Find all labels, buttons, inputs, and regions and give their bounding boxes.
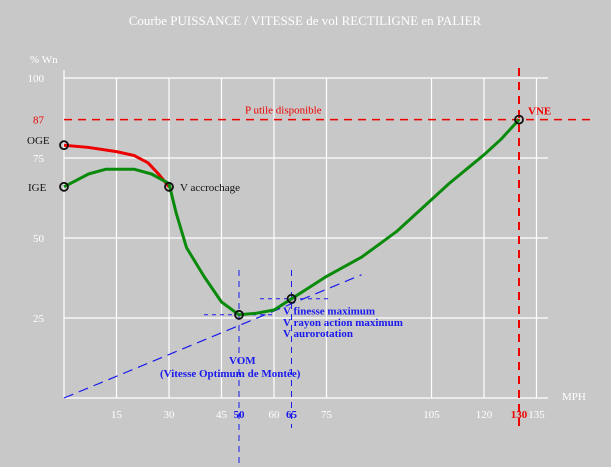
v-accrochage-label: V accrochage bbox=[180, 182, 240, 194]
vne-label: VNE bbox=[528, 106, 551, 118]
y-tick-label: 50 bbox=[33, 233, 45, 245]
x-tick-label: 15 bbox=[111, 409, 123, 421]
data-point-marker bbox=[234, 309, 244, 320]
y-tick-label: 75 bbox=[33, 153, 45, 165]
x-tick-label: 30 bbox=[164, 409, 176, 421]
ige-label: IGE bbox=[28, 182, 47, 194]
data-point-marker bbox=[164, 181, 174, 192]
tangent-line bbox=[63, 274, 362, 399]
x-tick-label-highlight: 130 bbox=[511, 409, 528, 421]
data-point-marker bbox=[59, 181, 69, 192]
x-tick-label: 105 bbox=[423, 409, 440, 421]
data-point-marker bbox=[286, 293, 297, 304]
x-tick-label: 45 bbox=[216, 409, 228, 421]
y-tick-label: 100 bbox=[28, 73, 45, 85]
data-point-marker bbox=[514, 114, 524, 125]
x-tick-label: 120 bbox=[476, 409, 493, 421]
x-tick-label: 135 bbox=[528, 409, 545, 421]
x-tick-label: 60 bbox=[269, 409, 281, 421]
oge-label: OGE bbox=[27, 135, 50, 147]
data-point-marker bbox=[59, 140, 69, 151]
x-tick-label: 75 bbox=[321, 409, 333, 421]
v-autorotation-label: V aurorotation bbox=[283, 328, 353, 340]
p-utile-label: P utile disponible bbox=[245, 105, 322, 117]
series-line-ige bbox=[63, 118, 521, 317]
chart-title: Courbe PUISSANCE / VITESSE de vol RECTIL… bbox=[129, 13, 482, 28]
y-tick-label: 87 bbox=[33, 115, 45, 127]
y-tick-label: 25 bbox=[33, 313, 45, 325]
x-axis-label: MPH bbox=[562, 391, 586, 403]
vom-label: VOM bbox=[229, 355, 256, 367]
v-rayon-label: V rayon action maximum bbox=[283, 317, 403, 329]
vom-full-label: (Vitesse Optimum de Montée) bbox=[160, 368, 301, 380]
series-line-oge bbox=[63, 143, 171, 188]
y-axis-label: % Wn bbox=[30, 54, 58, 66]
v-finesse-label: V finesse maximum bbox=[283, 306, 375, 318]
